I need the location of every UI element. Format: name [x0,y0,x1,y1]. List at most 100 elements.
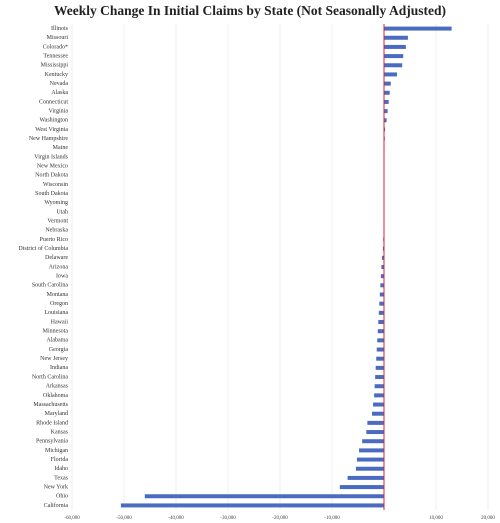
bar [144,494,384,499]
bar [374,393,384,398]
bar [378,320,384,325]
bar [374,384,384,389]
category-label: Minnesota [43,329,69,335]
x-tick-label: -30,000 [220,516,236,521]
category-label: Michigan [45,448,68,454]
bar [384,44,406,49]
bar [377,329,384,334]
category-label: Maine [53,145,69,151]
bar [362,439,384,444]
bar [384,54,404,59]
x-tick-label: -50,000 [116,516,132,521]
bar [379,292,384,297]
category-label: Florida [51,457,69,463]
category-label: North Carolina [32,374,68,380]
category-label: Louisiana [44,310,68,316]
category-label: Tennessee [43,53,68,59]
category-label: Indiana [50,365,68,371]
category-label: Colorado* [43,44,68,50]
bar [378,310,384,315]
category-label: Oregon [50,301,68,307]
bar [355,466,384,471]
category-label: Connecticut [39,99,68,105]
category-label: Illinois [51,26,69,32]
category-label: Texas [54,475,69,481]
category-label: Nevada [50,81,69,87]
bar [372,411,384,416]
category-label: Idaho [54,466,68,472]
category-label: Nebraska [45,228,68,234]
bar [382,246,384,251]
category-label: Vermont [47,219,68,225]
category-label: Maryland [45,411,68,417]
bar [384,109,388,114]
bar [375,375,384,380]
bar [380,283,384,288]
category-label: Georgia [49,347,69,353]
bar [384,63,403,68]
category-label: New York [44,484,68,490]
bar [377,338,384,343]
category-label: Hawaii [51,319,69,325]
category-label: Massachusetts [33,402,68,408]
category-label: New Mexico [37,164,68,170]
category-label: Ohio [56,494,68,500]
category-label: Arizona [49,264,69,270]
category-label: Iowa [56,274,68,280]
x-tick-label: -20,000 [272,516,288,521]
bar [375,365,384,370]
category-label: Utah [56,209,68,215]
bar [376,347,384,352]
x-tick-label: -40,000 [168,516,184,521]
bar [384,99,389,104]
bar [381,265,384,269]
category-label: Delaware [45,255,68,261]
category-label: Oklahoma [43,393,68,399]
bar [384,118,387,123]
category-label: Montana [47,292,69,298]
category-label: South Carolina [32,283,69,289]
bar [384,90,390,95]
category-label: Kentucky [45,72,68,78]
bar [376,356,384,361]
bar [384,35,408,40]
bar [120,503,384,508]
category-label: Alaska [51,90,68,96]
category-label: Missouri [47,35,69,41]
x-tick-label: -60,000 [64,516,80,521]
x-tick-label: -10,000 [324,516,340,521]
chart-title: Weekly Change In Initial Claims by State… [54,3,446,18]
bar [384,72,397,77]
category-label: West Virginia [35,127,68,133]
category-label: Wyoming [44,200,68,206]
bar [384,81,391,86]
bar [359,448,384,453]
bar [347,475,384,480]
category-label: Washington [39,118,68,124]
bar [367,420,384,425]
category-label: Rhode Island [36,420,68,426]
category-label: Pennsylvania [36,439,68,445]
category-label: Virgin Islands [34,154,68,160]
category-label: California [44,502,69,509]
bar [384,127,386,132]
category-label: Virginia [48,108,68,114]
category-label: New Hampshire [29,136,68,142]
category-label: Mississippi [41,63,69,69]
bar [339,485,384,490]
category-label: Alabama [46,338,68,344]
bar [373,402,384,407]
category-label: New Jersey [40,356,68,362]
bar [380,274,384,279]
bar [381,255,384,260]
x-tick-label: 20,000 [481,516,495,521]
bar [356,457,384,462]
category-label: Kansas [51,429,69,435]
category-label: Puerto Rico [40,237,69,243]
category-label: North Dakota [35,173,68,179]
category-label: Wisconsin [43,182,68,188]
bar [384,26,452,31]
bar [366,430,384,435]
category-label: South Dakota [35,191,68,197]
